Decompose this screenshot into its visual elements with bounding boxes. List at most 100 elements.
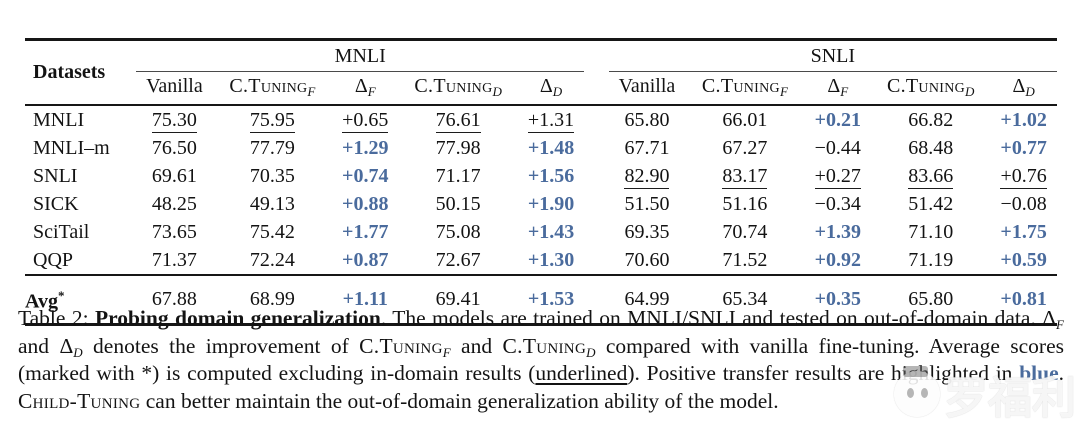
table-row: SICK 48.25 49.13 +0.88 50.15 +1.90 51.50 51.16 −… [25,190,1057,218]
cell-value: +1.43 [527,221,575,243]
score-cell: 51.50 [609,190,686,218]
results-table: Datasets MNLI SNLI Vanilla C.TuningF ΔF … [25,38,1057,326]
group-gap-cell [584,273,609,325]
col-label: C.Tuning [701,75,780,97]
delta-cell: +1.77 [332,218,399,246]
delta-cell: +1.43 [518,218,585,246]
row-label: SciTail [33,221,90,243]
group-gap-cell [584,162,608,190]
cell-value: 69.41 [435,287,481,310]
cell-value: 83.66 [908,165,954,189]
cell-value: 71.19 [908,249,954,271]
delta-cell: +1.53 [517,273,585,325]
cell-value: 51.50 [624,193,670,215]
score-cell: 73.65 [136,218,213,246]
score-cell: 70.60 [609,246,686,275]
score-cell: 71.17 [399,162,518,190]
delta-cell: +1.90 [518,190,585,218]
subscript-d: D [965,84,975,99]
score-cell: 65.34 [685,273,805,325]
score-cell: 75.42 [213,218,332,246]
cell-value: 75.42 [249,221,295,243]
score-cell: 75.08 [399,218,518,246]
delta-cell: −0.08 [990,190,1057,218]
delta-symbol: Δ [354,75,368,97]
cell-value: +0.77 [1000,137,1047,159]
table-row: SciTail 73.65 75.42 +1.77 75.08 +1.43 69.35 70.… [25,218,1057,246]
score-cell: 72.24 [213,246,332,275]
caption-text: ). Positive transfer results are highlig… [627,361,1020,385]
cell-value: 76.61 [435,109,481,133]
subscript-f: F [307,84,316,99]
score-cell: 82.90 [609,162,686,190]
col-header-ctuning-f-snli: C.TuningF [685,71,805,106]
cell-value: +1.48 [527,137,575,159]
score-cell: 69.35 [609,218,686,246]
score-cell: 76.61 [399,105,518,134]
cell-value: 71.37 [151,249,197,271]
datasets-header: Datasets [25,39,137,106]
caption-text: can better maintain the out-of-domain ge… [140,388,779,413]
table-caption: Table 2: Probing domain generalization. … [18,305,1064,415]
group-gap-cell [584,246,608,275]
delta-cell: +0.74 [332,162,399,190]
subscript-d: D [1025,84,1035,99]
cell-value: 50.15 [435,193,481,215]
score-cell: 83.66 [871,162,990,190]
delta-cell: +0.88 [332,190,399,218]
underlined-word: underlined [535,361,628,385]
delta-cell: +0.35 [804,273,872,325]
col-header-delta-d-snli: ΔD [990,71,1057,106]
cell-value: 71.17 [435,165,481,187]
delta-cell: +0.81 [990,273,1057,325]
delta-cell: −0.44 [804,134,871,162]
avg-star: * [57,288,65,303]
childtuning-term: Child-Tuning [18,388,141,413]
delta-symbol: Δ [1012,75,1026,97]
score-cell: 71.19 [871,246,990,275]
cell-value: +1.11 [342,287,388,310]
cell-value: 65.34 [722,287,768,310]
cell-value: 77.79 [249,137,295,159]
col-header-ctuning-d-snli: C.TuningD [871,71,991,106]
column-header-row: Vanilla C.TuningF ΔF C.TuningD ΔD Vanill… [25,71,1057,106]
cell-value: 82.90 [624,165,670,189]
col-header-ctuning-d-mnli: C.TuningD [398,71,518,106]
delta-cell: +0.21 [804,105,871,134]
score-cell: 76.50 [136,134,213,162]
subscript-d: D [492,84,502,99]
cell-value: +1.30 [527,249,575,271]
row-label: SICK [33,193,79,215]
cell-value: +0.81 [1000,287,1047,310]
col-label: Vanilla [146,75,203,97]
caption-label: Table 2: [18,306,95,330]
cell-value: −0.08 [1000,193,1047,215]
cell-value: 70.35 [249,165,295,187]
cell-value: 49.13 [249,193,295,215]
delta-cell: +1.48 [518,134,585,162]
cell-value: 70.60 [624,249,670,271]
delta-d-symbol: ΔD [59,333,83,360]
score-cell: 50.15 [399,190,518,218]
group-gap [584,39,609,106]
delta-cell: +0.87 [332,246,399,275]
group-header-mnli: MNLI [136,39,585,72]
row-label: Avg* [25,273,137,325]
delta-cell: +0.27 [804,162,871,190]
score-cell: 64.99 [608,273,686,325]
table-row: MNLI–m 76.50 77.79 +1.29 77.98 +1.48 67.71 67.2… [25,134,1057,162]
score-cell: 49.13 [213,190,332,218]
col-label: C.Tuning [886,75,966,97]
subscript-f: F [367,84,376,99]
score-cell: 71.52 [685,246,804,275]
score-cell: 67.71 [609,134,686,162]
row-label: QQP [33,249,74,271]
cell-value: 73.65 [151,221,197,243]
cell-value: +1.29 [342,137,389,159]
cell-value: 75.30 [151,109,197,133]
score-cell: 77.79 [213,134,332,162]
score-cell: 67.27 [685,134,804,162]
cell-value: 67.27 [722,137,768,159]
cell-value: 67.88 [151,287,197,310]
cell-value: 64.99 [624,287,670,310]
